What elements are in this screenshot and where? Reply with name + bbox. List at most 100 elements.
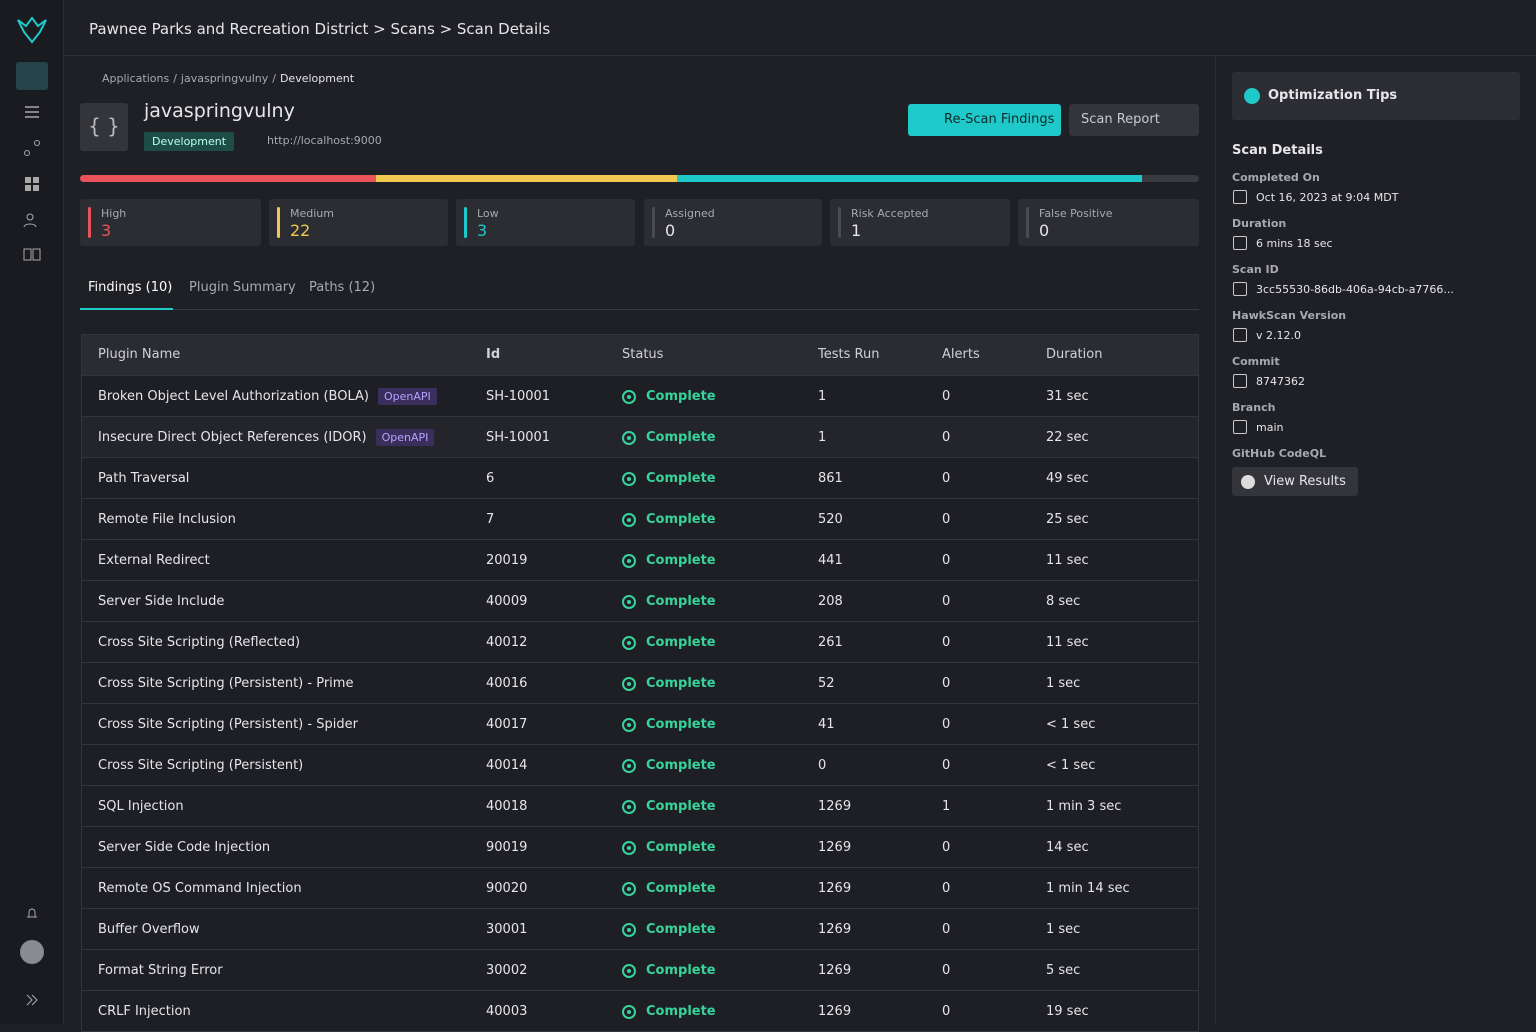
- table-row[interactable]: External Redirect 20019 Complete 441 0 11 sec: [82, 539, 1198, 580]
- cell-status: Complete: [622, 389, 1536, 404]
- table-row[interactable]: Format String Error 30002 Complete 1269 0 5 s…: [82, 949, 1198, 990]
- field-label: Commit: [1232, 355, 1280, 368]
- nav-flow[interactable]: [20, 136, 44, 160]
- column-header[interactable]: Alerts: [942, 347, 980, 362]
- cell-tests: 41: [818, 717, 835, 732]
- app-icon: { }: [80, 103, 128, 151]
- app-name: javaspringvulny: [144, 100, 295, 122]
- view-results[interactable]: View Results: [1232, 467, 1358, 496]
- cell-name: Remote File Inclusion: [98, 512, 236, 527]
- table-row[interactable]: Server Side Include 40009 Complete 208 0 8 se…: [82, 580, 1198, 621]
- cell-id: 20019: [486, 553, 528, 568]
- app-url: http://localhost:9000: [267, 134, 382, 147]
- field-label: Duration: [1232, 217, 1287, 230]
- crumb-item: javaspringvulny: [180, 72, 269, 85]
- table-row[interactable]: SQL Injection 40018 Complete 1269 1 1 min 3 s…: [82, 785, 1198, 826]
- cell-name: Buffer Overflow: [98, 922, 200, 937]
- table-row[interactable]: CRLF Injection 40003 Complete 1269 0 19 sec: [82, 990, 1198, 1031]
- count-accent: [1026, 207, 1029, 238]
- cell-tests: 861: [818, 471, 843, 486]
- tab[interactable]: Findings (10): [88, 280, 173, 295]
- cell-name: Server Side Code Injection: [98, 840, 271, 855]
- count-accent: [88, 207, 91, 238]
- cell-name: Format String Error: [98, 963, 223, 978]
- tab[interactable]: Plugin Summary: [189, 280, 296, 295]
- cell-name: Cross Site Scripting (Persistent) - Spid…: [98, 717, 358, 732]
- cell-id: 6: [486, 471, 495, 486]
- cell-status: Complete: [622, 512, 1536, 527]
- crumb-item: Development: [279, 72, 355, 85]
- cell-duration: 14 sec: [1046, 840, 1089, 855]
- severity-bar: [80, 175, 1199, 182]
- table-row[interactable]: Remote File Inclusion 7 Complete 520 0 25 sec: [82, 498, 1198, 539]
- avatar[interactable]: [20, 940, 44, 964]
- cell-id: 40016: [486, 676, 528, 691]
- count-value: 22: [290, 221, 311, 240]
- report-button[interactable]: Scan Report: [1069, 104, 1199, 136]
- table-row[interactable]: Cross Site Scripting (Persistent) - Prim…: [82, 662, 1198, 703]
- field-value: v 2.12.0: [1232, 328, 1520, 342]
- cell-duration: 5 sec: [1046, 963, 1081, 978]
- cell-tests: 1: [818, 389, 827, 404]
- fields: Completed On Oct 16, 2023 at 9:04 MDT Dura…: [1232, 171, 1520, 434]
- table-row[interactable]: Remote OS Command Injection 90020 Complete…: [82, 867, 1198, 908]
- logo: [17, 16, 47, 44]
- cell-alerts: 1: [942, 799, 951, 814]
- rescan-button[interactable]: Re-Scan Findings: [908, 104, 1061, 136]
- column-header[interactable]: Id: [486, 347, 501, 362]
- cell-name: Cross Site Scripting (Reflected): [98, 635, 301, 650]
- tab[interactable]: Paths (12): [309, 280, 376, 295]
- field: Scan ID 3cc55530-86db-406a-94cb-a7766...: [1232, 263, 1520, 296]
- cell-alerts: 0: [942, 881, 951, 896]
- nav-users[interactable]: [20, 208, 44, 232]
- column-header[interactable]: Duration: [1046, 347, 1103, 362]
- field: Commit 8747362: [1232, 355, 1520, 388]
- cell-alerts: 0: [942, 635, 951, 650]
- table-row[interactable]: Buffer Overflow 30001 Complete 1269 0 1 sec: [82, 908, 1198, 949]
- table-row[interactable]: Cross Site Scripting (Persistent) 40014 Co…: [82, 744, 1198, 785]
- cell-status: Complete: [622, 717, 1536, 732]
- table-row[interactable]: Server Side Code Injection 90019 Complete 1…: [82, 826, 1198, 867]
- table-row[interactable]: Broken Object Level Authorization (BOLA)…: [82, 375, 1198, 416]
- cell-duration: 49 sec: [1046, 471, 1089, 486]
- nav-dash[interactable]: [20, 172, 44, 196]
- cell-status: Complete: [622, 922, 1536, 937]
- cell-alerts: 0: [942, 963, 951, 978]
- field: Branch main: [1232, 401, 1520, 434]
- field-label: Branch: [1232, 401, 1276, 414]
- count-card: Low 3: [456, 199, 635, 246]
- table-row[interactable]: Cross Site Scripting (Persistent) - Spid…: [82, 703, 1198, 744]
- cell-duration: 25 sec: [1046, 512, 1089, 527]
- cell-id: SH-10001: [486, 389, 551, 404]
- tips[interactable]: Optimization Tips: [1232, 72, 1520, 120]
- column-header[interactable]: Status: [622, 347, 664, 362]
- count-label: Medium: [290, 207, 334, 220]
- table-row[interactable]: Insecure Direct Object References (IDOR)…: [82, 416, 1198, 457]
- field-value: Oct 16, 2023 at 9:04 MDT: [1232, 190, 1520, 204]
- cell-tests: 261: [818, 635, 843, 650]
- nav-scans[interactable]: [16, 62, 48, 90]
- table-row[interactable]: Cross Site Scripting (Reflected) 40012 Com…: [82, 621, 1198, 662]
- field-label: Scan ID: [1232, 263, 1279, 276]
- count-card: Risk Accepted 1: [830, 199, 1010, 246]
- env-badge: Development: [144, 132, 235, 151]
- nav-expand[interactable]: [20, 988, 44, 1012]
- nav-docs[interactable]: [20, 242, 44, 266]
- table-row[interactable]: Path Traversal 6 Complete 861 0 49 sec: [82, 457, 1198, 498]
- count-card: High 3: [80, 199, 261, 246]
- cell-status: Complete: [622, 635, 1536, 650]
- column-header[interactable]: Tests Run: [818, 347, 880, 362]
- cell-tests: 520: [818, 512, 843, 527]
- cell-duration: 1 min 14 sec: [1046, 881, 1130, 896]
- cell-id: 90019: [486, 840, 528, 855]
- column-header[interactable]: Plugin Name: [98, 347, 181, 362]
- cell-status: Complete: [622, 430, 1536, 445]
- cell-status: Complete: [622, 840, 1536, 855]
- count-value: 3: [101, 221, 112, 240]
- nav-alerts[interactable]: [20, 900, 44, 924]
- nav-list[interactable]: [20, 100, 44, 124]
- cell-id: 7: [486, 512, 495, 527]
- cell-alerts: 0: [942, 1004, 951, 1019]
- cell-id: 30001: [486, 922, 528, 937]
- cell-status: Complete: [622, 553, 1536, 568]
